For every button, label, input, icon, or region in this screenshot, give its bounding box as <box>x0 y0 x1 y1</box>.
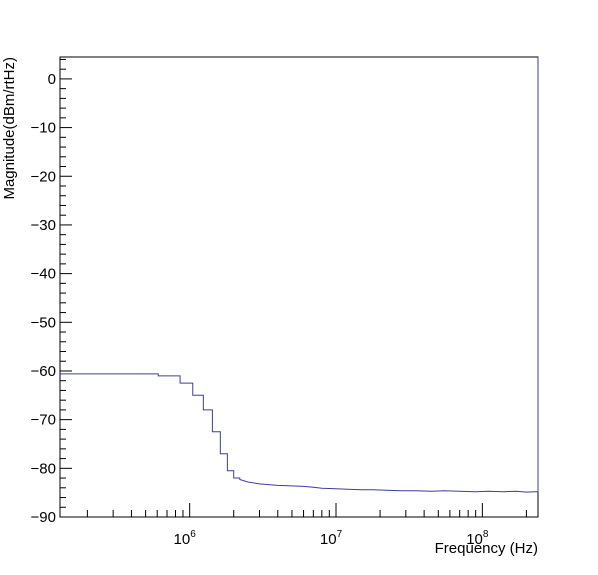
x-axis-ticks: 106 107 108 <box>86 503 527 548</box>
y-tick-label: −10 <box>31 120 56 137</box>
plot-frame <box>59 56 539 518</box>
x-tick-label: 107 <box>320 529 343 548</box>
series-group <box>60 57 539 493</box>
y-axis-label: Magnitude(dBm/rtHz) <box>1 57 18 200</box>
y-tick-label: −20 <box>31 168 56 185</box>
x-tick-label: 106 <box>174 529 197 548</box>
y-axis-ticks: 0 −10 −20 −30 −40 −50 −60 −70 −80 −90 <box>31 58 72 526</box>
y-tick-label: −70 <box>31 412 56 429</box>
y-tick-label: −80 <box>31 460 56 477</box>
x-tick-label: 108 <box>466 529 489 548</box>
y-tick-label: −60 <box>31 363 56 380</box>
y-tick-label: −40 <box>31 266 56 283</box>
y-tick-label: −50 <box>31 314 56 331</box>
y-tick-label: −30 <box>31 217 56 234</box>
y-tick-label: 0 <box>48 71 56 88</box>
x-axis-label: Frequency (Hz) <box>435 540 538 557</box>
series-line <box>60 57 539 493</box>
y-tick-label: −90 <box>31 509 56 526</box>
